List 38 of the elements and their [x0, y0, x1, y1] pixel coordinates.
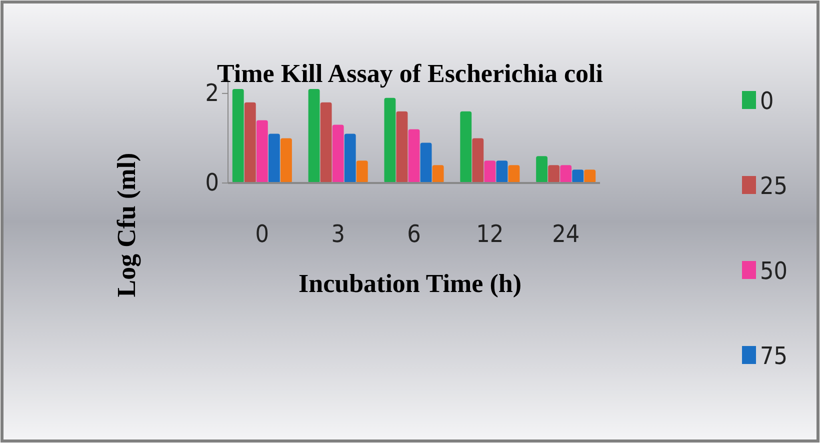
bar	[496, 160, 508, 183]
x-tick-label: 3	[331, 220, 345, 248]
bar	[408, 129, 420, 183]
bar	[548, 165, 560, 183]
bar	[460, 111, 472, 183]
x-tick-label: 12	[476, 220, 504, 248]
legend-label: 25	[760, 172, 788, 200]
x-tick-label: 0	[255, 220, 270, 248]
legend-label: 0	[760, 87, 774, 115]
bar	[356, 160, 368, 183]
bar	[584, 170, 596, 183]
y-tick-label: 2	[205, 79, 219, 108]
legend-label: 50	[760, 257, 788, 285]
legend-label: 75	[760, 342, 788, 370]
bar	[308, 88, 320, 183]
bar	[508, 165, 520, 183]
bar	[280, 138, 292, 183]
x-tick-label: 6	[407, 220, 421, 248]
bar	[536, 156, 548, 183]
bar	[320, 102, 332, 183]
bar	[344, 134, 356, 183]
bar	[420, 142, 432, 183]
bar	[256, 120, 268, 183]
x-tick-label: 24	[552, 220, 580, 248]
x-axis-title: Incubation Time (h)	[298, 269, 522, 298]
bar	[232, 88, 244, 183]
bar	[396, 111, 408, 183]
bar	[268, 134, 280, 183]
bar	[384, 98, 396, 183]
bar	[560, 165, 572, 183]
y-axis-title: Log Cfu (ml)	[112, 152, 141, 298]
bar	[432, 165, 444, 183]
bar	[332, 124, 344, 183]
chart-title: Time Kill Assay of Escherichia coli	[217, 59, 603, 88]
bar	[484, 160, 496, 183]
bar	[572, 170, 584, 183]
bar	[244, 102, 256, 183]
bar	[472, 138, 484, 183]
